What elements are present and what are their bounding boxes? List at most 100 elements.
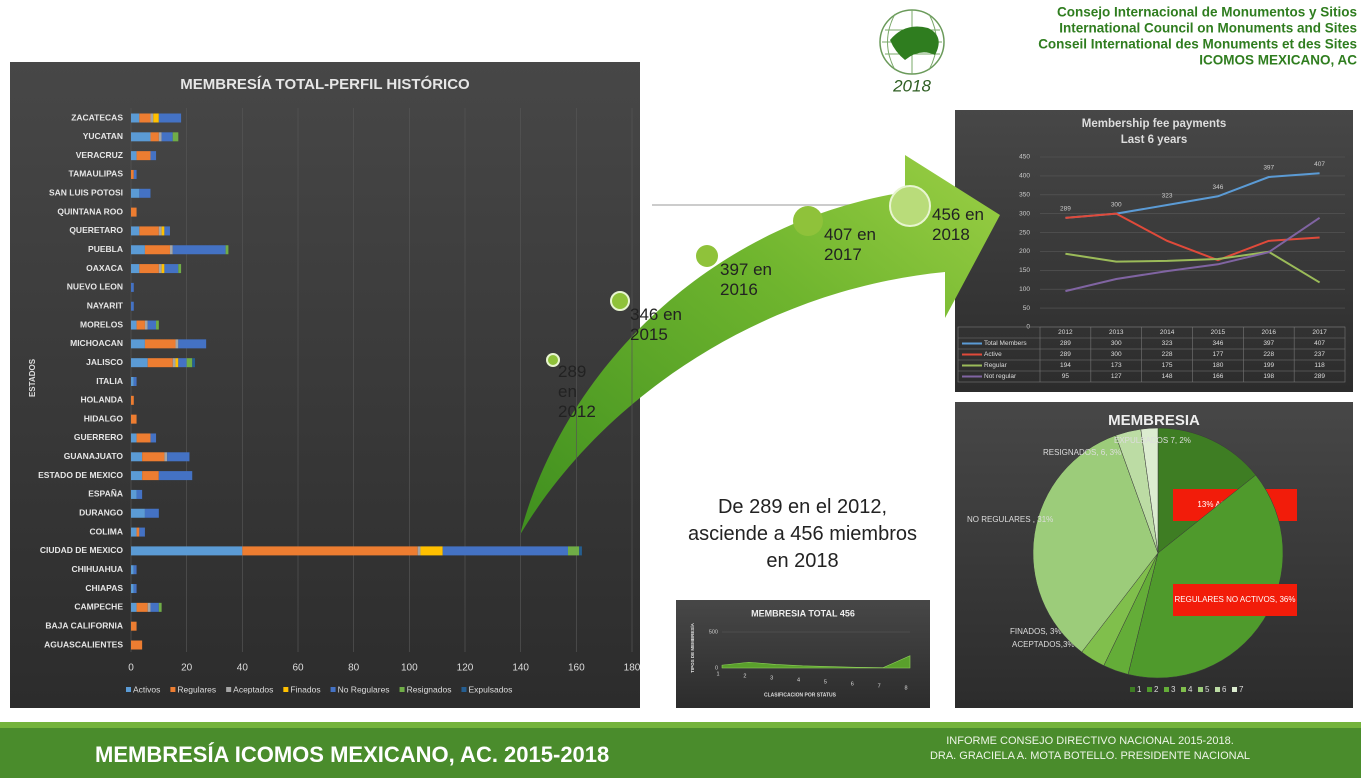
x-tick-label: 0	[128, 663, 134, 674]
footer-stripe	[0, 722, 1361, 728]
table-cell: 323	[1162, 340, 1173, 347]
footer-line: INFORME CONSEJO DIRECTIVO NACIONAL 2015-…	[946, 735, 1234, 747]
bar-segment	[137, 151, 151, 160]
x-tick-label: 3	[770, 675, 773, 681]
y-tick-label: BAJA CALIFORNIA	[45, 620, 123, 630]
y-tick-label: ESPAÑA	[88, 489, 123, 499]
legend-swatch	[1164, 687, 1169, 692]
legend-swatch	[400, 687, 405, 692]
y-tick-label: DURANGO	[79, 508, 123, 518]
table-cell: 173	[1111, 362, 1122, 369]
table-cell: 407	[1314, 340, 1325, 347]
bar-segment	[131, 283, 134, 292]
legend-label: Resignados	[407, 684, 452, 694]
data-label: REGULARES NO ACTIVOS, 36%	[1175, 595, 1296, 604]
y-tick-label: 450	[1019, 154, 1030, 161]
y-tick-label: SAN LUIS POTOSI	[49, 188, 123, 198]
bar-segment	[139, 114, 150, 123]
bar-segment	[150, 433, 156, 442]
bar-segment	[131, 471, 142, 480]
x-tick-label: 120	[457, 663, 474, 674]
bar-segment	[187, 358, 193, 367]
chart-title: MEMBRESIA TOTAL 456	[751, 608, 855, 618]
bar-segment	[131, 509, 145, 518]
org-line: International Council on Monuments and S…	[1059, 21, 1357, 36]
bar-segment	[178, 339, 206, 348]
bar-segment	[131, 565, 134, 574]
legend-label: 1	[1137, 685, 1142, 694]
table-cell: 127	[1111, 373, 1122, 380]
x-tick-label: 140	[512, 663, 529, 674]
x-tick-label: 100	[401, 663, 418, 674]
bar-segment	[131, 302, 134, 311]
x-tick-label: 8	[904, 685, 907, 691]
y-tick-label: YUCATAN	[83, 131, 123, 141]
y-axis-label: ESTADOS	[28, 358, 37, 397]
x-tick-label: 80	[348, 663, 360, 674]
footer-line: DRA. GRACIELA A. MOTA BOTELLO. PRESIDENT…	[930, 750, 1250, 762]
table-header: 2013	[1109, 329, 1124, 336]
bar-segment	[418, 546, 421, 555]
table-header: 2017	[1312, 329, 1327, 336]
bubble	[793, 206, 823, 236]
x-axis-label: CLASIFICACION POR STATUS	[764, 692, 837, 698]
y-tick-label: OAXACA	[86, 263, 123, 273]
bar-segment	[159, 114, 181, 123]
y-tick-label: GUANAJUATO	[64, 451, 124, 461]
bar-segment	[131, 151, 137, 160]
y-tick-label: 350	[1019, 191, 1030, 198]
x-tick-label: 2	[743, 673, 746, 679]
y-tick-label: HOLANDA	[81, 395, 124, 405]
data-label: 407	[1314, 161, 1325, 168]
bar-segment	[131, 321, 137, 330]
bar-segment	[131, 603, 137, 612]
table-header: 2016	[1262, 329, 1277, 336]
table-cell: 289	[1060, 351, 1071, 358]
bar-segment	[164, 226, 170, 235]
table-cell: 194	[1060, 362, 1071, 369]
data-label: FINADOS, 3%	[1010, 627, 1062, 636]
bar-segment	[176, 339, 179, 348]
bar-segment	[134, 170, 137, 179]
y-tick-label: MICHOACAN	[70, 338, 123, 348]
bar-segment	[131, 528, 137, 537]
table-row-label: Total Members	[984, 340, 1027, 347]
data-label: 300	[1111, 201, 1122, 208]
table-cell: 228	[1162, 351, 1173, 358]
bar-segment	[192, 358, 195, 367]
legend-label: 4	[1188, 685, 1193, 694]
bar-segment	[131, 114, 139, 123]
legend-label: 7	[1239, 685, 1244, 694]
bar-segment	[137, 321, 145, 330]
bar-segment	[568, 546, 579, 555]
y-tick-label: 200	[1019, 248, 1030, 255]
legend-label: Expulsados	[468, 684, 512, 694]
y-tick-label: QUINTANA ROO	[57, 206, 123, 216]
y-tick-label: NUEVO LEON	[67, 282, 123, 292]
y-tick-label: CAMPECHE	[74, 602, 123, 612]
y-tick-label: ESTADO DE MEXICO	[38, 470, 123, 480]
legend-swatch	[226, 687, 231, 692]
bar-segment	[142, 452, 164, 461]
bar-segment	[137, 433, 151, 442]
table-cell: 180	[1212, 362, 1223, 369]
bar-segment	[131, 490, 137, 499]
bar-segment	[131, 622, 137, 631]
bar-segment	[150, 132, 158, 141]
legend-label: Aceptados	[233, 684, 273, 694]
table-cell: 199	[1263, 362, 1274, 369]
bar-segment	[242, 546, 417, 555]
bar-segment	[131, 415, 137, 424]
bar-segment	[131, 396, 134, 405]
bar-segment	[145, 339, 176, 348]
logo: 2018	[880, 10, 944, 95]
y-tick-label: 150	[1019, 267, 1030, 274]
y-tick-label: AGUASCALIENTES	[44, 639, 123, 649]
table-header: 2015	[1211, 329, 1226, 336]
bar-segment	[178, 264, 181, 273]
bar-segment	[167, 452, 189, 461]
bar-segment	[137, 490, 143, 499]
table-header: 2014	[1160, 329, 1175, 336]
x-tick-label: 7	[878, 683, 881, 689]
y-tick-label: CHIHUAHUA	[72, 564, 123, 574]
